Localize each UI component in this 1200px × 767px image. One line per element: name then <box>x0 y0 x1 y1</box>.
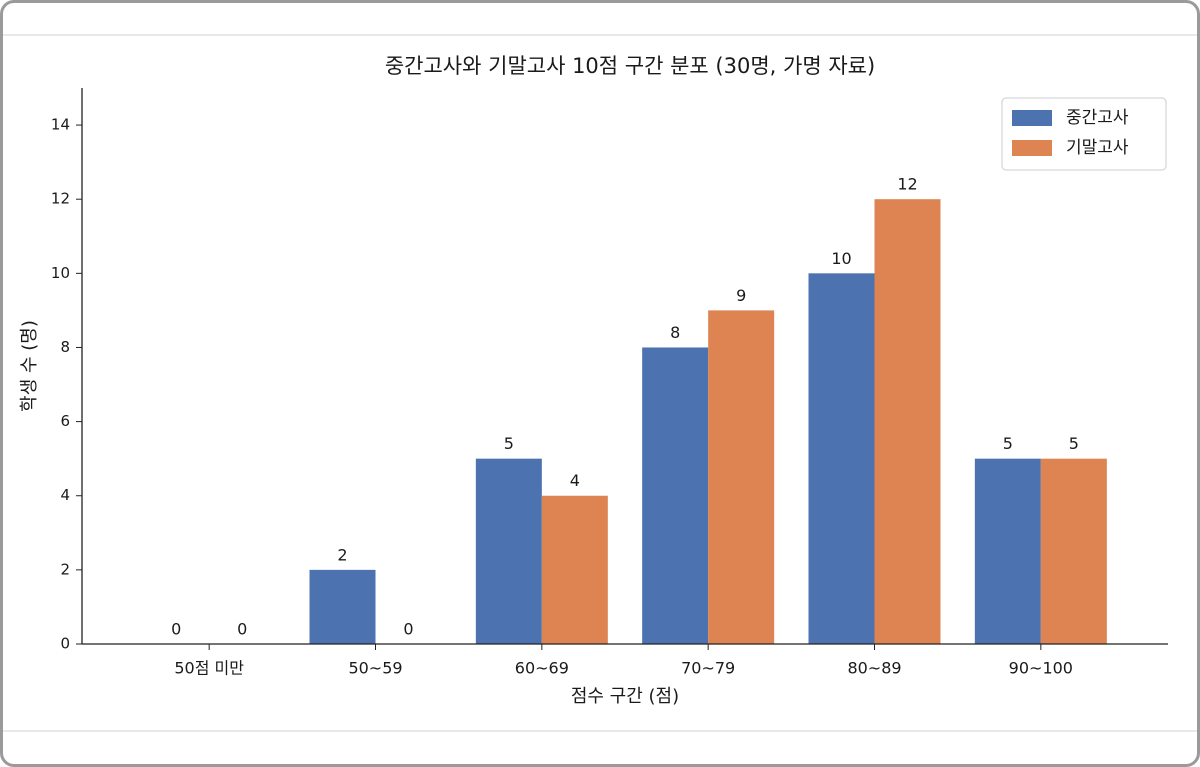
data-label: 0 <box>237 620 247 639</box>
x-tick-label: 70~79 <box>681 659 735 678</box>
bar <box>642 347 709 644</box>
bar <box>309 569 376 644</box>
legend-label: 중간고사 <box>1066 108 1129 128</box>
data-label: 5 <box>1003 434 1013 453</box>
bar <box>874 199 941 644</box>
legend-label: 기말고사 <box>1066 138 1129 158</box>
y-tick-label: 4 <box>60 486 70 504</box>
y-tick-label: 14 <box>51 116 70 134</box>
x-tick-label: 50점 미만 <box>174 659 244 678</box>
data-label: 0 <box>171 620 181 639</box>
legend-swatch <box>1012 140 1052 156</box>
bar <box>1040 458 1107 644</box>
bar <box>808 273 875 644</box>
data-label: 8 <box>670 323 680 342</box>
data-label: 12 <box>897 175 917 194</box>
data-label: 4 <box>570 471 580 490</box>
data-label: 9 <box>736 286 746 305</box>
x-tick-label: 80~89 <box>847 659 901 678</box>
x-tick-label: 50~59 <box>348 659 402 678</box>
y-tick-label: 6 <box>60 412 70 430</box>
data-label: 2 <box>337 545 347 564</box>
x-axis-label: 점수 구간 (점) <box>571 686 679 707</box>
data-label: 5 <box>1069 434 1079 453</box>
y-tick-label: 8 <box>60 338 70 356</box>
chart-title: 중간고사와 기말고사 10점 구간 분포 (30명, 가명 자료) <box>385 54 875 78</box>
x-tick-label: 90~100 <box>1009 659 1073 678</box>
data-label: 10 <box>831 249 851 268</box>
bar <box>974 458 1041 644</box>
y-tick-label: 2 <box>60 560 70 578</box>
y-tick-label: 0 <box>60 635 70 653</box>
y-tick-label: 12 <box>51 190 70 208</box>
data-label: 0 <box>403 620 413 639</box>
bar <box>541 495 608 644</box>
data-label: 5 <box>504 434 514 453</box>
bar <box>708 310 775 644</box>
x-tick-label: 60~69 <box>515 659 569 678</box>
legend-swatch <box>1012 110 1052 126</box>
y-tick-label: 10 <box>51 264 70 282</box>
y-axis-label: 학생 수 (명) <box>19 320 40 412</box>
bar <box>475 458 542 644</box>
